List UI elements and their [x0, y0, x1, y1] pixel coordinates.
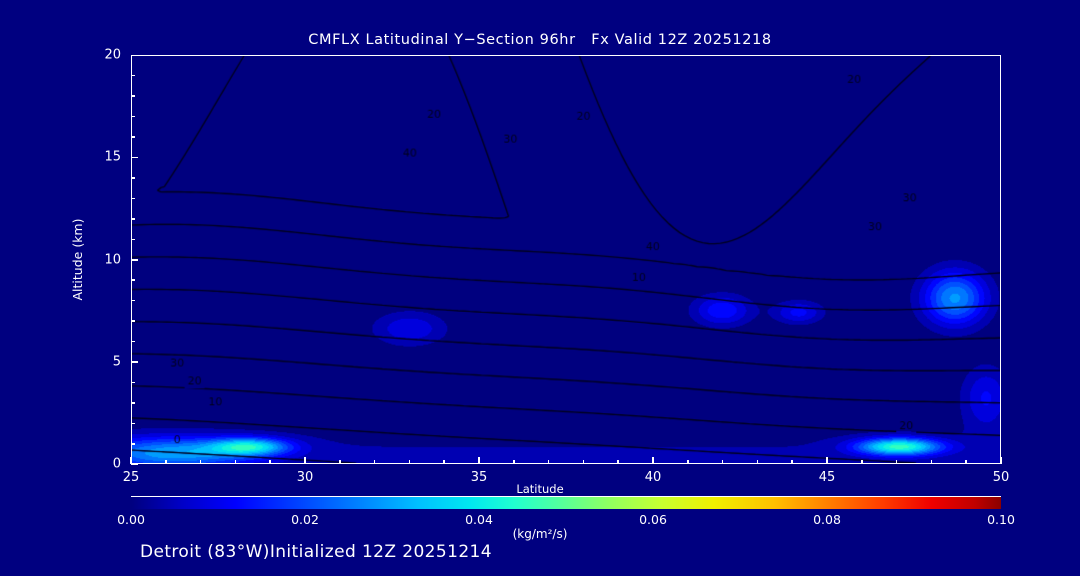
x-minor-tick-mark: [234, 460, 237, 464]
x-tick-mark: [826, 457, 828, 464]
x-minor-tick-mark: [965, 460, 967, 464]
x-minor-tick-mark: [339, 460, 341, 464]
x-minor-tick-mark: [513, 460, 515, 464]
x-minor-tick-mark: [756, 460, 759, 464]
x-tick-label: 45: [818, 470, 836, 485]
x-minor-tick-mark: [687, 460, 689, 464]
x-tick-mark: [130, 457, 132, 464]
y-minor-tick-mark: [131, 115, 135, 118]
x-tick-label: 40: [644, 470, 662, 485]
y-minor-tick-mark: [131, 299, 135, 302]
y-tick-label: 20: [104, 47, 121, 63]
colorbar-tick-label: 0.06: [639, 512, 667, 527]
y-minor-tick-mark: [131, 443, 135, 445]
y-minor-tick-mark: [131, 74, 135, 77]
footer-caption: Detroit (83°W)Initialized 12Z 20251214: [140, 542, 492, 562]
x-minor-tick-mark: [930, 460, 933, 464]
x-minor-tick-mark: [443, 460, 445, 464]
page-title: CMFLX Latitudinal Y−Section 96hr Fx Vali…: [308, 32, 772, 48]
x-minor-tick-mark: [791, 460, 793, 464]
y-tick-mark: [131, 463, 138, 465]
y-minor-tick-mark: [131, 381, 135, 384]
colorbar-units-label: (kg/m²/s): [512, 527, 568, 541]
y-tick-mark: [131, 54, 138, 56]
y-minor-tick-mark: [131, 95, 135, 97]
x-minor-tick-mark: [165, 460, 167, 464]
colorbar-tick-label: 0.00: [117, 512, 145, 527]
isotherm-contours: [132, 56, 1000, 463]
y-tick-mark: [131, 361, 138, 363]
x-tick-label: 25: [122, 470, 140, 485]
y-minor-tick-mark: [131, 402, 135, 404]
x-minor-tick-mark: [582, 460, 585, 464]
x-minor-tick-mark: [895, 460, 898, 464]
y-minor-tick-mark: [131, 320, 135, 322]
y-minor-tick-mark: [131, 279, 135, 281]
y-tick-mark: [131, 156, 138, 159]
x-tick-mark: [304, 457, 306, 464]
x-tick-mark: [478, 457, 480, 464]
colorbar[interactable]: [131, 496, 1001, 509]
y-tick-label: 10: [104, 252, 121, 267]
x-tick-label: 50: [992, 470, 1010, 485]
x-minor-tick-mark: [721, 460, 724, 464]
y-minor-tick-mark: [131, 177, 135, 179]
x-minor-tick-mark: [547, 460, 550, 464]
colorbar-gradient: [131, 496, 1001, 509]
plot-area[interactable]: [131, 55, 1001, 464]
colorbar-tick-label: 0.04: [465, 512, 493, 527]
y-tick-label: 5: [112, 354, 121, 370]
x-axis-label: Latitude: [516, 482, 564, 496]
colorbar-tick-label: 0.02: [291, 512, 319, 527]
x-minor-tick-mark: [373, 460, 376, 464]
x-tick-label: 35: [470, 470, 488, 485]
y-minor-tick-mark: [131, 340, 135, 343]
x-minor-tick-mark: [861, 460, 863, 464]
x-tick-mark: [1000, 457, 1002, 464]
y-minor-tick-mark: [131, 136, 135, 138]
y-tick-mark: [131, 259, 138, 261]
x-tick-label: 30: [296, 470, 314, 485]
colorbar-tick-label: 0.08: [813, 512, 841, 527]
x-minor-tick-mark: [199, 460, 202, 464]
x-tick-mark: [652, 457, 654, 464]
x-minor-tick-mark: [269, 460, 271, 464]
y-minor-tick-mark: [131, 422, 135, 425]
colorbar-tick-label: 0.10: [987, 512, 1015, 527]
y-minor-tick-mark: [131, 218, 135, 220]
y-tick-label: 0: [112, 456, 121, 472]
y-tick-label: 15: [104, 149, 121, 165]
x-minor-tick-mark: [617, 460, 619, 464]
x-minor-tick-mark: [408, 460, 411, 464]
y-minor-tick-mark: [131, 238, 135, 241]
y-minor-tick-mark: [131, 197, 135, 200]
